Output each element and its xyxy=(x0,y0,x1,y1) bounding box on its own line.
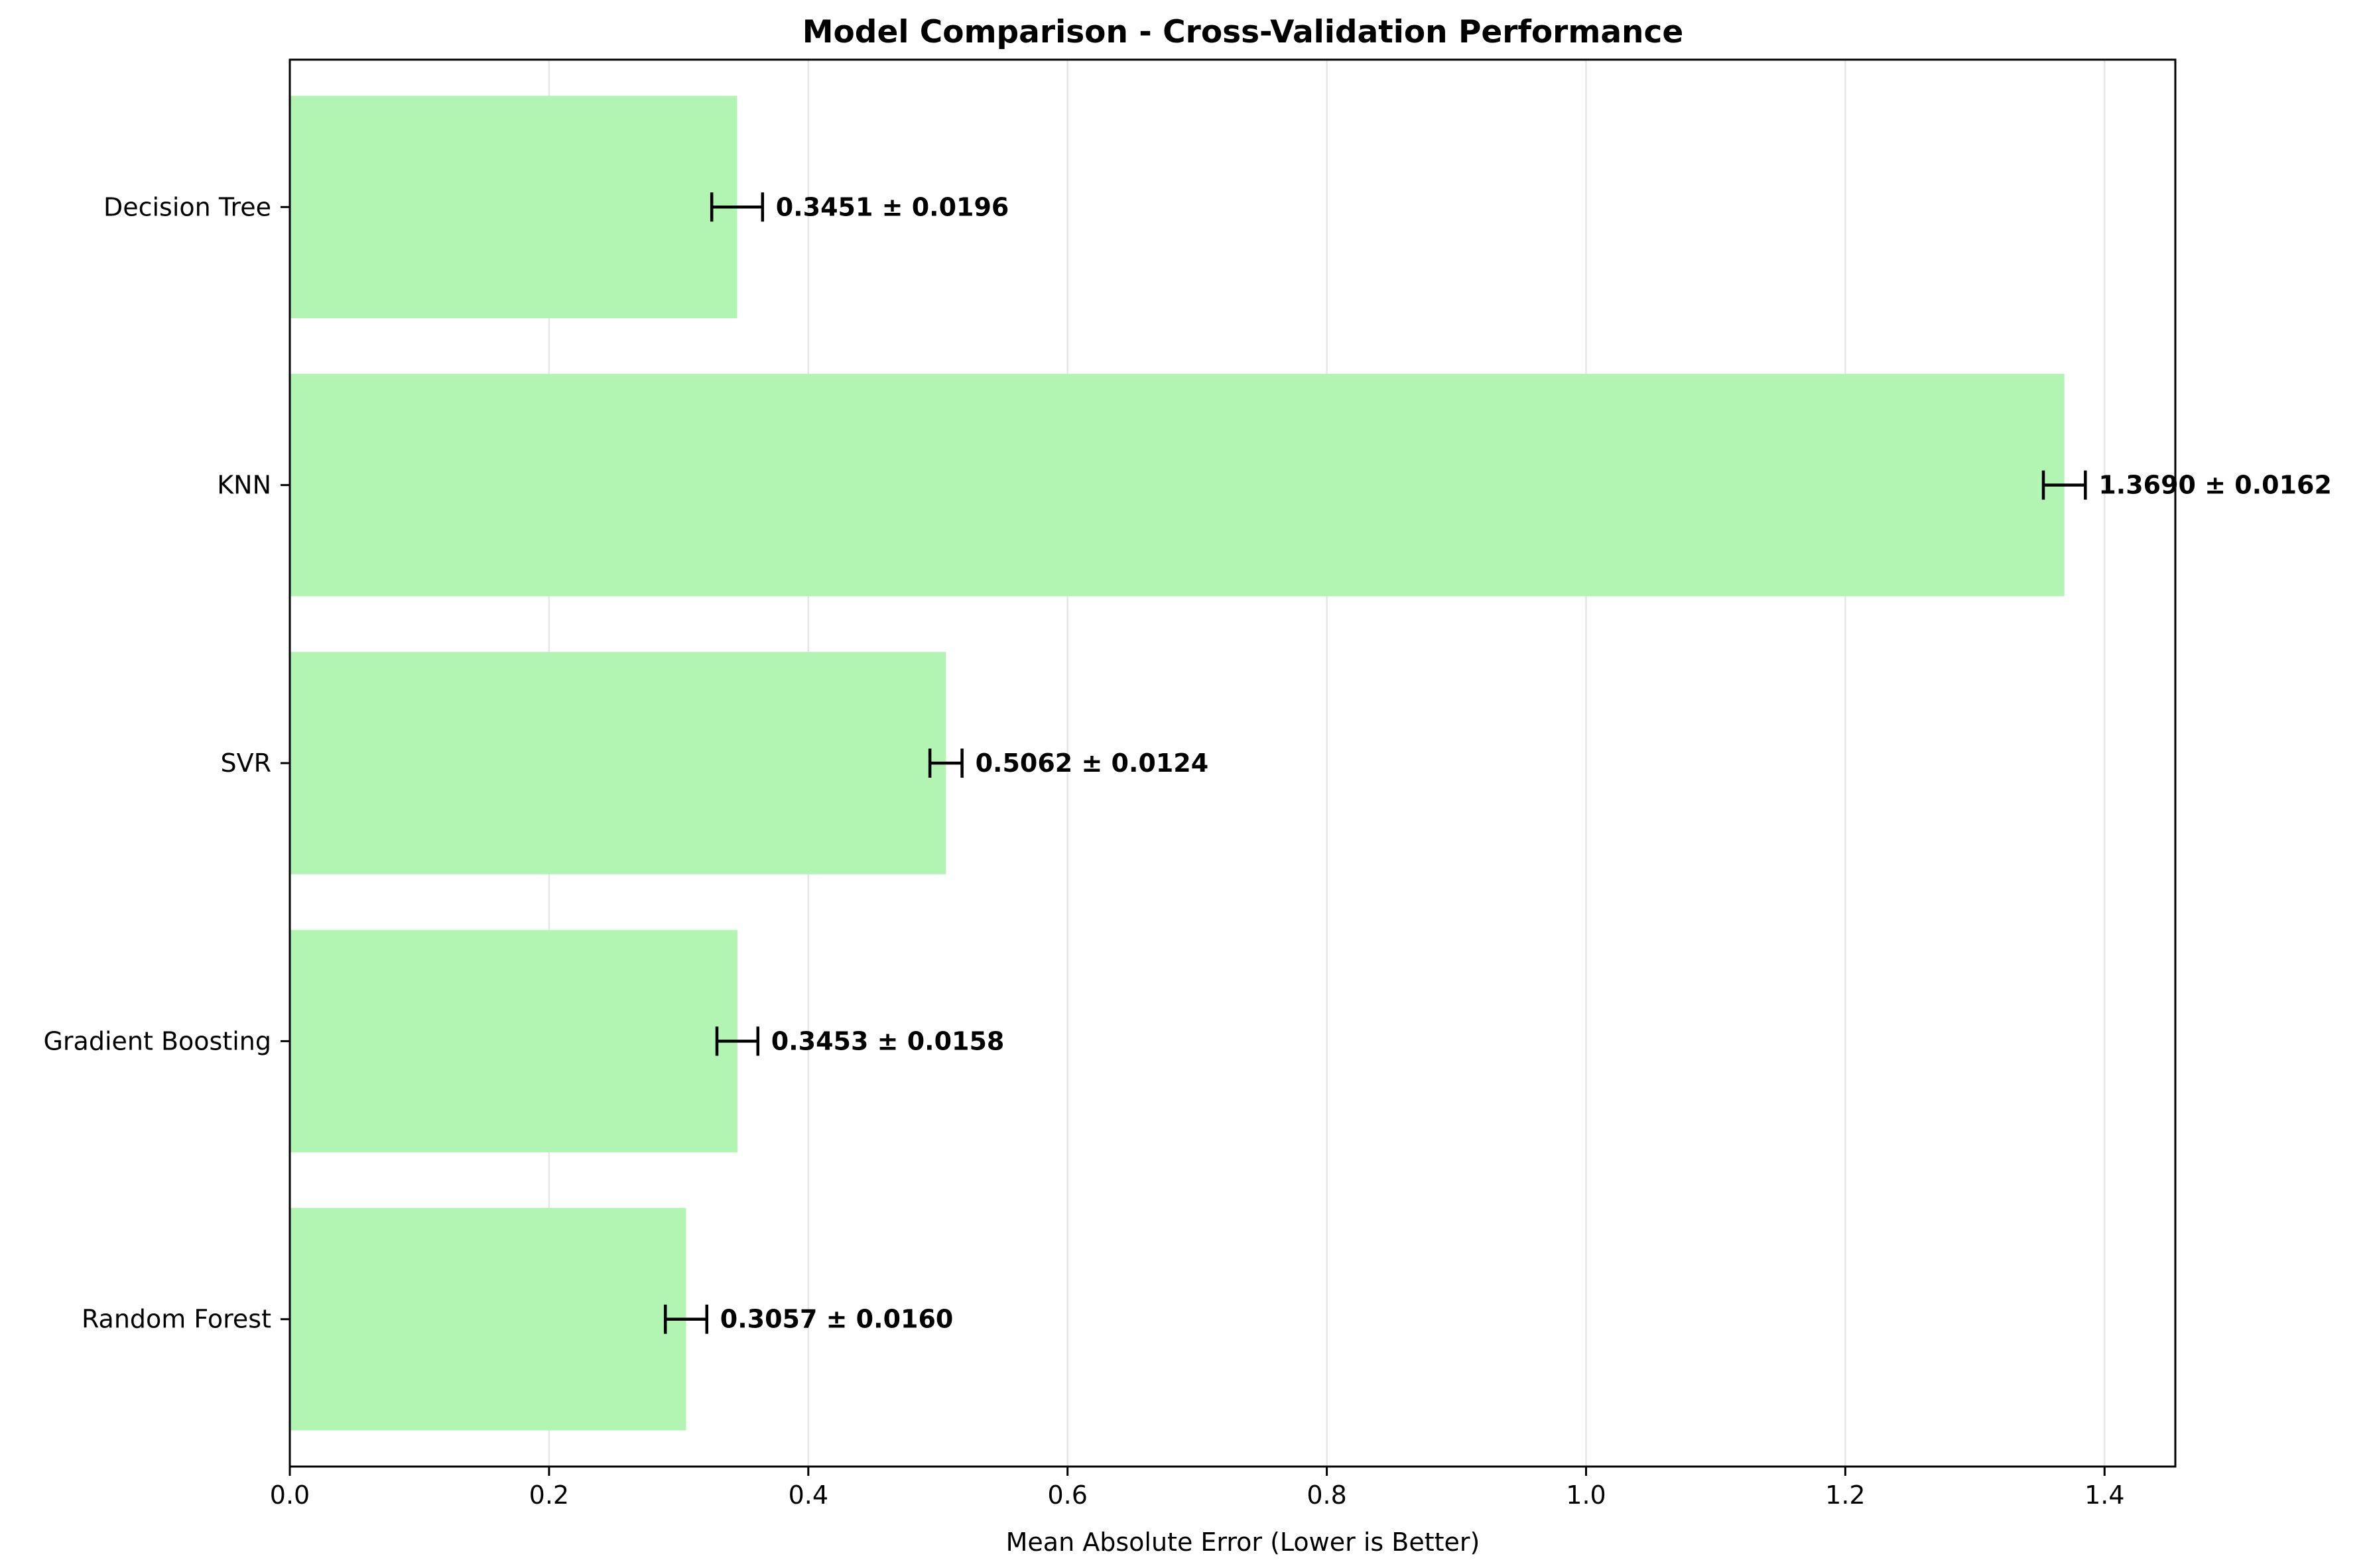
x-tick-label: 1.0 xyxy=(1566,1480,1606,1510)
bar xyxy=(290,652,946,874)
x-axis: 0.0 0.2 0.4 0.6 0.8 1.0 1.2 1.4 xyxy=(270,1467,2125,1510)
bar xyxy=(290,930,737,1153)
x-tick-label: 0.6 xyxy=(1047,1480,1087,1510)
y-tick-label: SVR xyxy=(220,749,271,778)
bar-value-label: 0.5062 ± 0.0124 xyxy=(976,749,1209,778)
bar xyxy=(290,1207,686,1431)
y-axis: Random Forest Gradient Boosting SVR KNN Deci… xyxy=(43,192,290,1334)
bar-value-label: 0.3451 ± 0.0196 xyxy=(776,192,1009,221)
y-tick-label: Random Forest xyxy=(82,1305,271,1334)
bar xyxy=(290,95,737,319)
bar-value-label: 1.3690 ± 0.0162 xyxy=(2098,471,2332,500)
x-axis-label: Mean Absolute Error (Lower is Better) xyxy=(1006,1528,1480,1557)
x-tick-label: 0.4 xyxy=(789,1480,828,1510)
x-tick-label: 0.2 xyxy=(529,1480,569,1510)
y-tick-label: Decision Tree xyxy=(103,192,271,221)
chart-title: Model Comparison - Cross-Validation Perf… xyxy=(802,14,1684,50)
bars xyxy=(290,95,2065,1431)
bar-value-label: 0.3057 ± 0.0160 xyxy=(720,1305,954,1334)
error-bars xyxy=(663,192,2087,1334)
y-tick-label: KNN xyxy=(217,471,271,500)
y-tick-label: Gradient Boosting xyxy=(43,1026,271,1055)
x-tick-label: 1.2 xyxy=(1825,1480,1865,1510)
bar xyxy=(290,373,2065,597)
x-tick-label: 0.8 xyxy=(1307,1480,1346,1510)
bar-value-label: 0.3453 ± 0.0158 xyxy=(771,1026,1005,1055)
value-labels: 0.3057 ± 0.0160 0.3453 ± 0.0158 0.5062 ± 0… xyxy=(720,192,2332,1333)
x-tick-label: 1.4 xyxy=(2084,1480,2124,1510)
x-tick-label: 0.0 xyxy=(270,1480,310,1510)
